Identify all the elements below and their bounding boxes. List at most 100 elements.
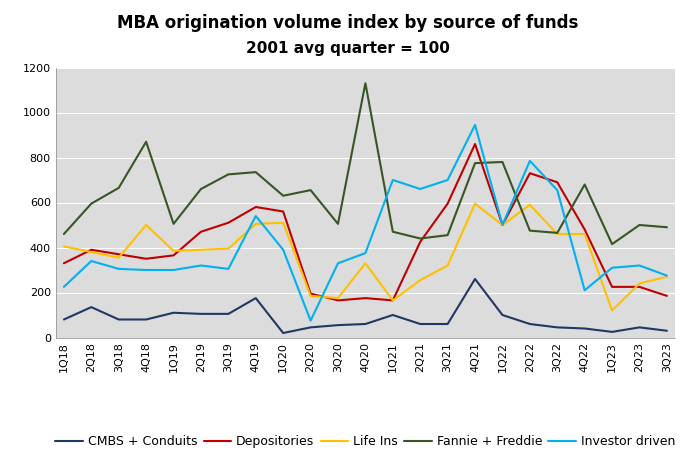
Investor driven xyxy=(251,213,260,219)
Investor driven xyxy=(388,177,397,183)
Depositories xyxy=(471,141,480,147)
Depositories xyxy=(361,295,370,301)
Life Ins xyxy=(142,222,150,228)
Life Ins xyxy=(635,281,644,286)
Fannie + Freddie xyxy=(279,193,287,198)
Fannie + Freddie xyxy=(580,182,589,187)
Text: 2001 avg quarter = 100: 2001 avg quarter = 100 xyxy=(246,40,450,55)
Depositories xyxy=(498,222,507,228)
Investor driven xyxy=(608,265,616,270)
CMBS + Conduits xyxy=(525,321,534,327)
Life Ins xyxy=(553,231,562,237)
Text: MBA origination volume index by source of funds: MBA origination volume index by source o… xyxy=(118,14,578,32)
Fannie + Freddie xyxy=(87,201,95,206)
Line: Life Ins: Life Ins xyxy=(64,203,667,310)
Life Ins xyxy=(498,222,507,228)
Life Ins xyxy=(416,277,425,283)
Investor driven xyxy=(115,266,123,271)
CMBS + Conduits xyxy=(279,330,287,336)
Life Ins xyxy=(608,308,616,313)
Life Ins xyxy=(279,220,287,225)
Fannie + Freddie xyxy=(443,232,452,238)
Fannie + Freddie xyxy=(416,236,425,241)
Fannie + Freddie xyxy=(553,230,562,236)
Fannie + Freddie xyxy=(663,225,671,230)
Depositories xyxy=(115,252,123,257)
Fannie + Freddie xyxy=(334,221,342,227)
Depositories xyxy=(553,180,562,185)
Investor driven xyxy=(142,267,150,273)
Investor driven xyxy=(306,318,315,323)
Life Ins xyxy=(471,201,480,206)
Fannie + Freddie xyxy=(388,229,397,234)
CMBS + Conduits xyxy=(416,321,425,327)
Investor driven xyxy=(334,261,342,266)
Depositories xyxy=(580,227,589,232)
Life Ins xyxy=(388,298,397,303)
Investor driven xyxy=(224,266,232,271)
CMBS + Conduits xyxy=(471,276,480,282)
CMBS + Conduits xyxy=(334,322,342,328)
Fannie + Freddie xyxy=(306,187,315,193)
Depositories xyxy=(60,261,68,266)
Investor driven xyxy=(60,284,68,290)
Fannie + Freddie xyxy=(169,221,177,227)
Life Ins xyxy=(115,255,123,260)
Depositories xyxy=(306,291,315,297)
Investor driven xyxy=(197,263,205,268)
CMBS + Conduits xyxy=(608,329,616,335)
Fannie + Freddie xyxy=(635,222,644,228)
Life Ins xyxy=(224,246,232,251)
Life Ins xyxy=(525,202,534,207)
Depositories xyxy=(251,204,260,210)
CMBS + Conduits xyxy=(251,295,260,301)
CMBS + Conduits xyxy=(498,312,507,318)
Investor driven xyxy=(635,263,644,268)
Depositories xyxy=(279,209,287,214)
Life Ins xyxy=(306,293,315,299)
Investor driven xyxy=(279,247,287,252)
Fannie + Freddie xyxy=(142,139,150,144)
Fannie + Freddie xyxy=(251,169,260,175)
Life Ins xyxy=(361,261,370,266)
Fannie + Freddie xyxy=(115,185,123,191)
Fannie + Freddie xyxy=(361,81,370,86)
Life Ins xyxy=(87,249,95,255)
CMBS + Conduits xyxy=(553,325,562,330)
CMBS + Conduits xyxy=(635,325,644,330)
Fannie + Freddie xyxy=(471,161,480,166)
Line: Investor driven: Investor driven xyxy=(64,125,667,320)
CMBS + Conduits xyxy=(388,312,397,318)
Life Ins xyxy=(334,295,342,301)
Life Ins xyxy=(663,274,671,279)
Fannie + Freddie xyxy=(525,228,534,233)
Line: CMBS + Conduits: CMBS + Conduits xyxy=(64,279,667,333)
CMBS + Conduits xyxy=(197,311,205,317)
Fannie + Freddie xyxy=(197,186,205,192)
CMBS + Conduits xyxy=(443,321,452,327)
Fannie + Freddie xyxy=(608,241,616,247)
CMBS + Conduits xyxy=(87,304,95,310)
Investor driven xyxy=(471,122,480,128)
Depositories xyxy=(169,253,177,258)
CMBS + Conduits xyxy=(361,321,370,327)
Investor driven xyxy=(525,158,534,164)
CMBS + Conduits xyxy=(663,328,671,333)
CMBS + Conduits xyxy=(224,311,232,317)
Investor driven xyxy=(361,250,370,256)
Line: Depositories: Depositories xyxy=(64,144,667,301)
Depositories xyxy=(416,239,425,245)
Fannie + Freddie xyxy=(224,171,232,177)
Depositories xyxy=(142,256,150,261)
Investor driven xyxy=(553,187,562,193)
Life Ins xyxy=(251,221,260,227)
Depositories xyxy=(663,293,671,299)
CMBS + Conduits xyxy=(580,326,589,331)
Depositories xyxy=(608,284,616,290)
Investor driven xyxy=(169,267,177,273)
Investor driven xyxy=(87,258,95,264)
Legend: CMBS + Conduits, Depositories, Life Ins, Fannie + Freddie, Investor driven: CMBS + Conduits, Depositories, Life Ins,… xyxy=(51,430,680,450)
Line: Fannie + Freddie: Fannie + Freddie xyxy=(64,83,667,244)
Depositories xyxy=(224,220,232,225)
CMBS + Conduits xyxy=(60,317,68,322)
